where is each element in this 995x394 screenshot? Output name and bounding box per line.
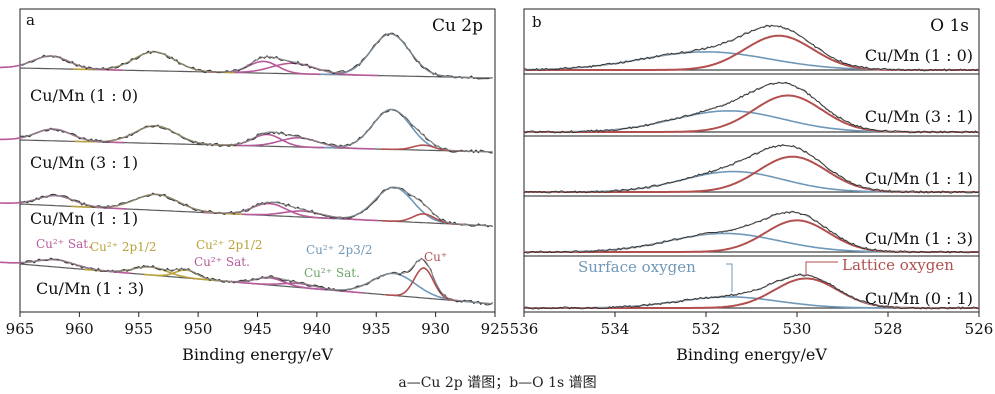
- cu-raw-spectrum: [19, 32, 493, 80]
- o-raw-spectrum: [523, 24, 980, 72]
- x-tick-label: 960: [65, 320, 94, 338]
- cu-spectrum-label: Cu/Mn (1 : 0): [30, 86, 138, 105]
- x-tick-label: 528: [874, 320, 903, 338]
- o-spectrum-label: Cu/Mn (0 : 1): [865, 289, 973, 308]
- x-tick-label: 940: [303, 320, 332, 338]
- o-spectrum-label: Cu/Mn (1 : 0): [865, 46, 973, 65]
- x-axis-label: Binding energy/eV: [676, 345, 827, 364]
- cu-fit-envelope: [19, 109, 493, 153]
- o-raw-spectrum: [523, 81, 980, 134]
- o-annotation-pointer: [805, 261, 838, 276]
- cu-peak-component: [202, 202, 335, 220]
- x-tick-label: 950: [184, 320, 213, 338]
- x-tick-label: 935: [362, 320, 391, 338]
- x-tick-label: 925: [481, 320, 510, 338]
- o-raw-spectrum: [523, 210, 980, 254]
- xps-figure: a Cu 2p Cu/Mn (1 : 0) Cu/Mn (3 : 1) Cu/Mn (1…: [0, 8, 994, 364]
- panel-b-frame: [523, 8, 980, 313]
- x-tick-label: 965: [6, 320, 35, 338]
- cu-peak-component: [223, 137, 375, 150]
- figure-caption: a—Cu 2p 谱图；b—O 1s 谱图: [398, 375, 597, 391]
- cu-fit-envelope: [19, 186, 493, 227]
- cu-annotation: Cu⁺: [424, 250, 447, 264]
- o-raw-spectrum: [523, 144, 980, 194]
- cu-fit-envelope: [19, 258, 493, 305]
- o-spectrum-label: Cu/Mn (3 : 1): [865, 107, 973, 126]
- o-spectrum-label: Cu/Mn (1 : 1): [865, 169, 973, 188]
- o-spectrum-label: Cu/Mn (1 : 3): [865, 229, 973, 248]
- cu-annotation: Cu²⁺ 2p1/2: [196, 238, 263, 252]
- cu-spectrum-label: Cu/Mn (3 : 1): [30, 153, 138, 172]
- panel-a-letter: a: [26, 11, 35, 29]
- cu-fit-envelope: [19, 33, 493, 79]
- cu-spectrum-label: Cu/Mn (1 : 1): [30, 209, 138, 228]
- o-raw-spectrum: [523, 273, 980, 310]
- x-tick-label: 955: [124, 320, 153, 338]
- cu-spectrum-label: Cu/Mn (1 : 3): [36, 279, 144, 298]
- cu-annotation: Cu²⁺ Sat.: [304, 266, 360, 280]
- cu-raw-spectrum: [19, 257, 493, 306]
- x-axis-label: Binding energy/eV: [182, 345, 333, 364]
- x-tick-label: 945: [243, 320, 272, 338]
- panel-b-title: O 1s: [930, 16, 969, 36]
- o-annotation-surface: Surface oxygen: [578, 258, 696, 276]
- cu-peak-component: [226, 210, 379, 222]
- cu-annotation: Cu²⁺ Sat.: [36, 237, 92, 251]
- cu-peak-component: [315, 108, 468, 153]
- x-tick-label: 530: [783, 320, 812, 338]
- o-annotation-lattice: Lattice oxygen: [842, 256, 954, 274]
- o-annotation-pointer: [726, 263, 733, 292]
- x-tick-label: 534: [601, 320, 630, 338]
- panel-a-title: Cu 2p: [432, 16, 483, 36]
- x-tick-label: 930: [421, 320, 450, 338]
- x-tick-label: 536: [510, 320, 539, 338]
- x-tick-label: 532: [692, 320, 721, 338]
- cu-annotation: Cu²⁺ 2p1/2: [90, 240, 157, 254]
- cu-annotation: Cu²⁺ Sat.: [194, 255, 250, 269]
- panel-b-letter: b: [532, 13, 542, 31]
- x-tick-label: 526: [965, 320, 994, 338]
- cu-peak-component: [314, 32, 466, 79]
- cu-annotation: Cu²⁺ 2p3/2: [306, 243, 373, 257]
